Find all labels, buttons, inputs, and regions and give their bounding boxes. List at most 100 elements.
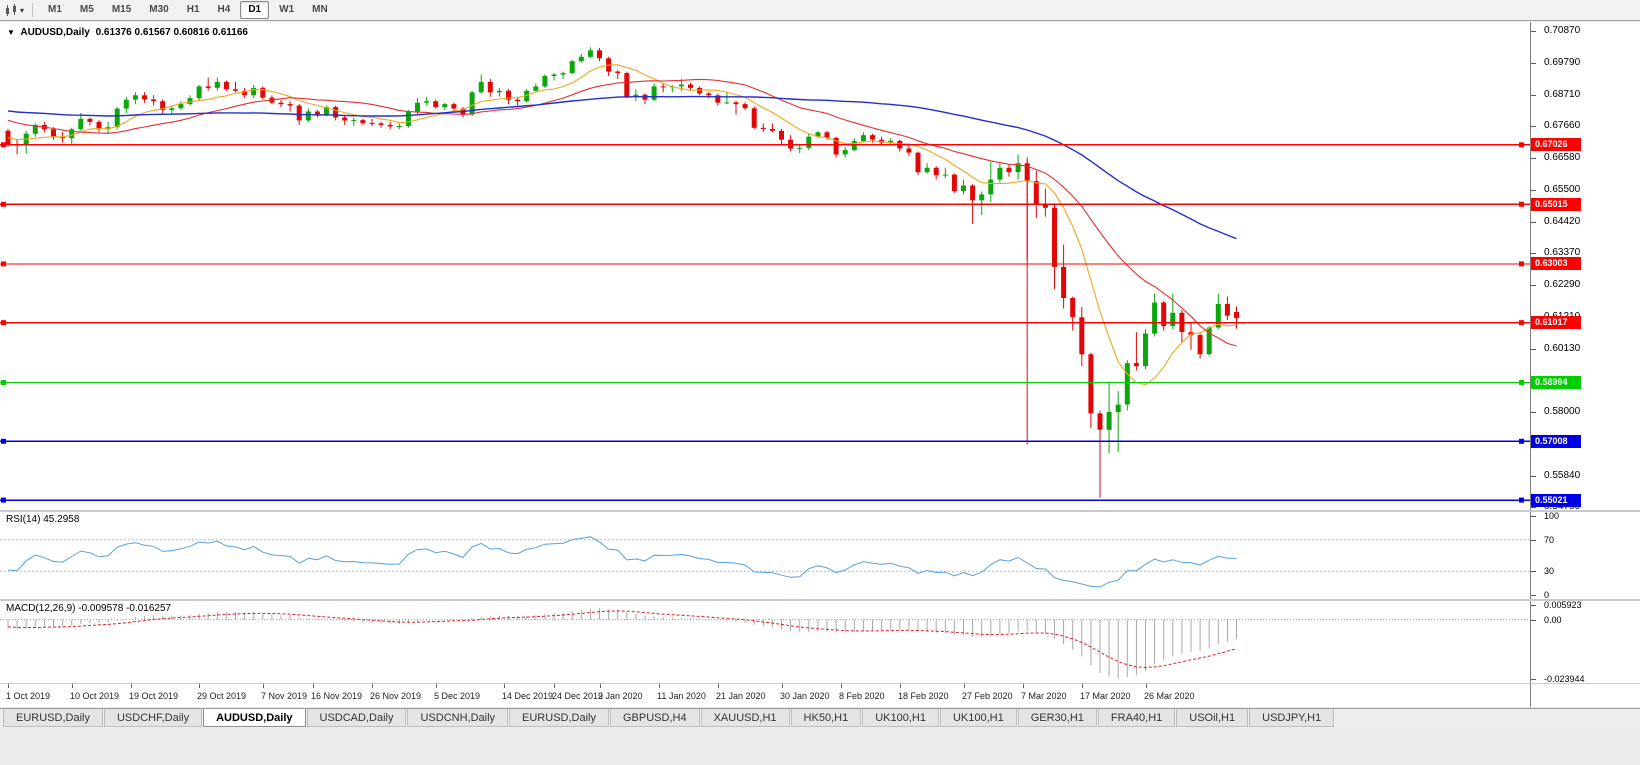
date-axis-label: 2 Jan 2020 <box>598 691 643 701</box>
timeframe-button-m30[interactable]: M30 <box>149 4 169 15</box>
hline-right-handle[interactable] <box>1519 380 1524 385</box>
chart-type-icon[interactable] <box>4 3 19 17</box>
rsi-indicator-panel[interactable] <box>0 512 1530 599</box>
timeframe-button-h1[interactable]: H1 <box>186 4 200 15</box>
hline-right-handle[interactable] <box>1519 320 1524 326</box>
moving-average-20[interactable] <box>7 78 1237 347</box>
chart-type-dropdown-caret-icon[interactable]: ▾ <box>20 5 25 15</box>
chart-tab-usdjpy-h1[interactable]: USDJPY,H1 <box>1249 709 1335 727</box>
rsi-scale-label: 100 <box>1544 511 1560 521</box>
price-scale-tick <box>1531 349 1536 350</box>
rsi-scale-tick <box>1531 571 1536 572</box>
hline-right-handle[interactable] <box>1519 261 1524 267</box>
price-scale-label: 0.68710 <box>1544 89 1581 100</box>
chart-tab-hk50-h1[interactable]: HK50,H1 <box>790 709 862 727</box>
price-level-badge-0.65015: 0.65015 <box>1531 198 1581 211</box>
macd-scale-tick <box>1531 679 1536 680</box>
price-level-badge-0.67026: 0.67026 <box>1531 138 1581 151</box>
chart-tab-usdcnh-daily[interactable]: USDCNH,Daily <box>407 709 509 727</box>
date-axis-tick <box>263 684 264 688</box>
date-axis-label: 1 Oct 2019 <box>6 691 51 701</box>
chart-tab-eurusd-daily[interactable]: EURUSD,Daily <box>3 709 103 727</box>
price-level-badge-0.58994: 0.58994 <box>1531 376 1581 389</box>
timeframe-button-w1[interactable]: W1 <box>279 4 295 15</box>
panel-separator[interactable] <box>0 510 1640 512</box>
price-scale-label: 0.65500 <box>1544 184 1581 195</box>
hline-left-handle[interactable] <box>1 320 6 326</box>
date-axis-tick <box>1146 684 1147 688</box>
chart-tab-uk100-h1[interactable]: UK100,H1 <box>939 709 1017 727</box>
chart-tab-audusd-daily[interactable]: AUDUSD,Daily <box>203 709 306 727</box>
date-axis-label: 7 Mar 2020 <box>1021 691 1067 701</box>
chart-tabs-bar: EURUSD,Daily USDCHF,Daily AUDUSD,Daily USDC… <box>0 708 1640 730</box>
hline-left-handle[interactable] <box>1 438 6 444</box>
hline-left-handle[interactable] <box>1 497 6 503</box>
hline-right-handle[interactable] <box>1519 438 1524 444</box>
price-chart-panel[interactable] <box>0 22 1530 510</box>
price-scale-label: 0.60130 <box>1544 343 1581 354</box>
rsi-scale-tick <box>1531 516 1536 517</box>
chart-tab-usoil-h1[interactable]: USOil,H1 <box>1176 709 1249 727</box>
hline-right-handle[interactable] <box>1519 142 1524 148</box>
date-axis-label: 30 Jan 2020 <box>780 691 830 701</box>
date-axis-tick <box>900 684 901 688</box>
price-scale-tick <box>1531 158 1536 159</box>
macd-indicator-label: MACD(12,26,9) -0.009578 -0.016257 <box>6 603 172 614</box>
date-axis-label: 11 Jan 2020 <box>657 691 706 701</box>
price-scale-label: 0.62290 <box>1544 279 1581 290</box>
price-chart-svg <box>0 47 1530 503</box>
price-scale-tick <box>1531 31 1536 32</box>
date-axis-label: 21 Jan 2020 <box>716 691 766 701</box>
timeframe-button-mn[interactable]: MN <box>312 4 328 15</box>
timeframe-button-h4[interactable]: H4 <box>217 4 231 15</box>
hline-left-handle[interactable] <box>1 142 6 148</box>
price-scale-tick <box>1531 190 1536 191</box>
chart-tab-uk100-h1[interactable]: UK100,H1 <box>862 709 939 727</box>
date-axis-tick <box>199 684 200 688</box>
chart-tab-fra40-h1[interactable]: FRA40,H1 <box>1097 709 1176 727</box>
timeframe-button-m5[interactable]: M5 <box>79 4 94 15</box>
date-axis-label: 14 Dec 2019 <box>502 691 554 701</box>
macd-scale-label: 0.005923 <box>1544 600 1582 610</box>
timeframe-button-m1[interactable]: M1 <box>48 4 62 15</box>
price-scale-tick <box>1531 126 1536 127</box>
chart-tab-usdcad-daily[interactable]: USDCAD,Daily <box>306 709 407 727</box>
chart-tab-gbpusd-h4[interactable]: GBPUSD,H4 <box>610 709 700 727</box>
date-axis-tick <box>659 684 660 688</box>
moving-average-8[interactable] <box>7 64 1237 386</box>
price-scale-label: 0.69790 <box>1544 57 1581 68</box>
price-scale-label: 0.55840 <box>1544 470 1581 481</box>
macd-indicator-panel[interactable] <box>0 601 1530 683</box>
chart-tab-ger30-h1[interactable]: GER30,H1 <box>1017 709 1097 727</box>
timeframe-button-d1[interactable]: D1 <box>240 1 270 19</box>
date-axis[interactable]: 1 Oct 2019 10 Oct 2019 19 Oct 2019 29 Oct 2… <box>0 684 1530 707</box>
macd-svg <box>0 608 1530 680</box>
rsi-svg <box>0 536 1530 588</box>
timeframe-button-m15[interactable]: M15 <box>111 4 132 15</box>
hline-right-handle[interactable] <box>1519 201 1524 207</box>
date-axis-label: 26 Nov 2019 <box>370 691 422 701</box>
timeframe-toolbar: ▾ M1 M5 M15 M30 H1 H4 D1 W1 MN <box>0 0 1640 21</box>
price-scale-label: 0.64420 <box>1544 216 1581 227</box>
chart-tab-xauusd-h1[interactable]: XAUUSD,H1 <box>700 709 790 727</box>
ohlc-values: 0.61376 0.61567 0.60816 0.61166 <box>95 27 248 38</box>
rsi-scale-label: 30 <box>1544 566 1555 576</box>
chart-tab-usdchf-daily[interactable]: USDCHF,Daily <box>103 709 203 727</box>
hline-left-handle[interactable] <box>1 261 6 267</box>
price-scale-column[interactable]: 0.70870 0.69790 0.68710 0.67660 0.66580 0.655… <box>1530 22 1640 707</box>
date-axis-tick <box>782 684 783 688</box>
date-axis-label: 7 Nov 2019 <box>261 691 308 701</box>
symbol-dropdown-icon[interactable]: ▼ <box>7 28 15 37</box>
hline-left-handle[interactable] <box>1 201 6 207</box>
toolbar-separator <box>32 3 34 17</box>
price-scale-tick <box>1531 222 1536 223</box>
chart-tab-eurusd-daily[interactable]: EURUSD,Daily <box>509 709 609 727</box>
moving-average-50[interactable] <box>7 95 1237 240</box>
candlestick-glyph-icon <box>6 3 16 16</box>
hline-left-handle[interactable] <box>1 380 6 385</box>
panel-separator[interactable] <box>0 599 1640 601</box>
macd-scale-tick <box>1531 605 1536 606</box>
hline-right-handle[interactable] <box>1519 497 1524 503</box>
date-axis-tick <box>72 684 73 688</box>
macd-scale-tick <box>1531 620 1536 621</box>
